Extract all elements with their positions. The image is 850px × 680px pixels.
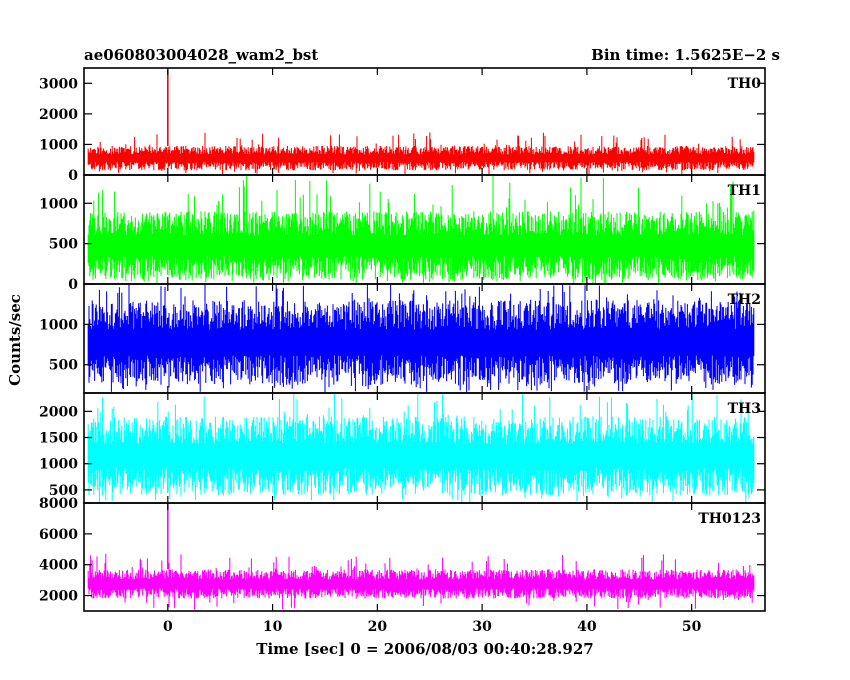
panel-frame-th0123 <box>83 502 766 612</box>
y-axis-label: Counts/sec <box>6 294 24 386</box>
trace-th3 <box>87 393 755 503</box>
x-tick-label: 40 <box>577 619 597 635</box>
y-tick-label: 6000 <box>39 527 78 543</box>
y-tick-label: 0 <box>68 277 78 293</box>
y-tick-label: 500 <box>49 358 78 374</box>
bin-time-label: Bin time: 1.5625E−2 s <box>591 46 780 64</box>
y-tick-label: 4000 <box>39 558 78 574</box>
trace-th0 <box>87 132 755 175</box>
y-tick-label: 1000 <box>39 137 78 153</box>
x-tick-label: 30 <box>472 619 492 635</box>
x-tick-label: 10 <box>263 619 283 635</box>
panel-label-th1: TH1 <box>728 183 761 199</box>
y-tick-label: 1000 <box>39 317 78 333</box>
panel-label-th3: TH3 <box>728 401 761 417</box>
y-tick-label: 3000 <box>39 76 78 92</box>
trace-th0123 <box>87 553 755 610</box>
y-tick-label: 1500 <box>39 431 78 447</box>
y-tick-label: 2000 <box>39 589 78 605</box>
y-tick-label: 8000 <box>39 496 78 512</box>
panel-label-th0123: TH0123 <box>698 511 761 527</box>
panel-label-th2: TH2 <box>728 292 761 308</box>
panel-label-th0: TH0 <box>728 76 762 92</box>
y-tick-label: 500 <box>49 237 78 253</box>
x-tick-label: 0 <box>163 619 173 635</box>
y-tick-label: 0 <box>68 168 78 184</box>
y-tick-label: 2000 <box>39 404 78 420</box>
y-tick-label: 1000 <box>39 457 78 473</box>
y-tick-label: 2000 <box>39 107 78 123</box>
chart-title: ae060803004028_wam2_bst <box>84 46 318 64</box>
x-tick-label: 20 <box>368 619 388 635</box>
x-axis-label: Time [sec] 0 = 2006/08/03 00:40:28.927 <box>256 640 593 658</box>
y-tick-label: 500 <box>49 483 78 499</box>
y-tick-label: 1000 <box>39 196 78 212</box>
trace-th2 <box>87 284 755 393</box>
trace-th1 <box>87 175 755 284</box>
x-tick-label: 50 <box>682 619 702 635</box>
